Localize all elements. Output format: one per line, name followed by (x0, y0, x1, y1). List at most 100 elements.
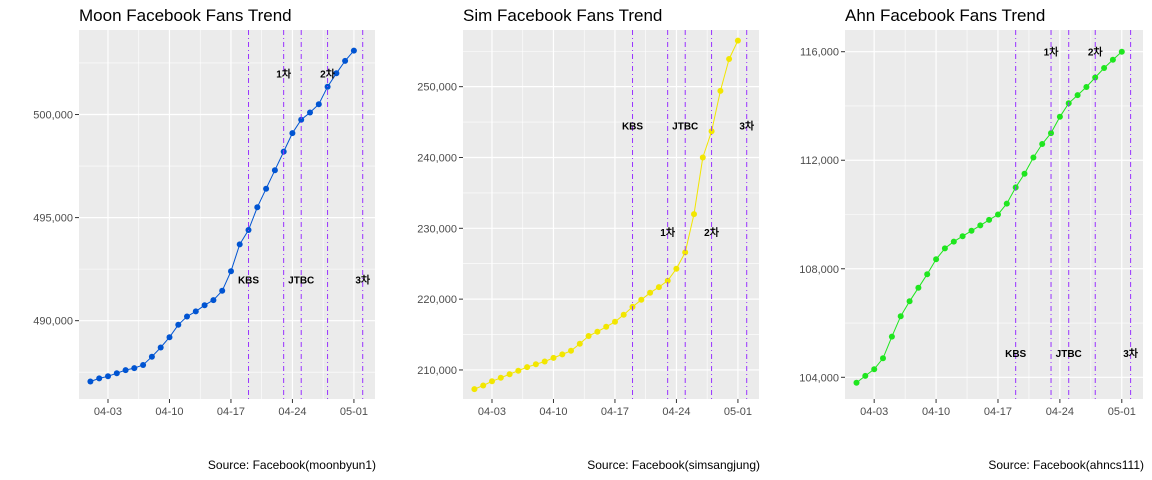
data-point (1039, 141, 1046, 147)
data-point (541, 358, 548, 365)
data-point (708, 128, 715, 135)
data-point (734, 37, 741, 44)
data-point (682, 249, 689, 256)
data-point (1092, 74, 1099, 81)
data-point (307, 109, 313, 116)
data-point (638, 296, 645, 303)
event-label: 2차 (704, 226, 720, 239)
event-label: 1차 (276, 67, 292, 80)
ahn-chart-panel: Ahn Facebook Fans Trend 104,000 108,000 11… (768, 0, 1152, 480)
event-label: 2차 (320, 67, 336, 80)
chart-caption: Source: Facebook(moonbyun1) (207, 458, 376, 472)
event-label: 3차 (739, 120, 755, 133)
data-point (87, 378, 94, 385)
data-point (726, 56, 733, 62)
data-point (585, 333, 592, 339)
chart-caption: Source: Facebook(ahncs111) (988, 458, 1144, 472)
data-point (612, 318, 618, 325)
x-tick-label: 04-10 (922, 406, 950, 418)
data-point (289, 130, 296, 137)
data-point (524, 364, 531, 371)
y-tick-label: 112,000 (800, 155, 839, 167)
event-label: KBS (622, 122, 643, 133)
ahn-chart-svg: 104,000 108,000 112,000 116,000 04-03 04-10 04… (799, 30, 1143, 418)
y-tick-label: 230,000 (417, 223, 457, 235)
data-point (236, 241, 243, 248)
moon-chart-svg: 490,000 495,000 500,000 04-03 04-10 04-17 04-2… (33, 30, 375, 418)
data-point (192, 308, 199, 315)
data-point (986, 216, 993, 223)
data-point (576, 340, 583, 347)
data-point (941, 245, 948, 252)
data-point (506, 371, 513, 378)
data-point (228, 268, 234, 275)
data-point (350, 47, 357, 54)
data-point (532, 361, 539, 368)
data-point (1003, 200, 1010, 207)
data-point (897, 313, 904, 320)
data-point (559, 351, 566, 358)
y-tick-label: 108,000 (799, 264, 839, 276)
data-point (977, 222, 984, 229)
data-point (254, 204, 261, 211)
data-point (717, 87, 724, 94)
y-tick-label: 210,000 (417, 365, 457, 377)
x-tick-label: 04-10 (539, 406, 567, 418)
x-tick-label: 04-03 (94, 406, 122, 418)
data-point (515, 367, 522, 374)
data-point (489, 378, 495, 385)
data-point (113, 370, 120, 377)
x-tick-label: 04-24 (1046, 406, 1074, 418)
data-point (1074, 92, 1081, 99)
data-point (210, 297, 217, 304)
data-point (122, 367, 129, 374)
event-label: 1차 (1044, 46, 1060, 59)
sim-chart-svg: 210,000 220,000 230,000 240,000 250,000 04-03… (417, 30, 759, 418)
data-point (1030, 154, 1037, 161)
data-point (497, 374, 504, 381)
data-point (568, 347, 574, 354)
x-tick-label: 04-10 (155, 406, 183, 418)
event-label: JTBC (288, 275, 314, 286)
data-point (1056, 113, 1063, 120)
data-point (959, 233, 966, 240)
data-point (699, 154, 706, 161)
x-tick-label: 04-17 (601, 406, 629, 418)
data-point (1021, 170, 1028, 177)
y-tick-label: 495,000 (33, 213, 73, 225)
chart-title: Sim Facebook Fans Trend (463, 6, 663, 25)
y-tick-label: 220,000 (417, 294, 457, 306)
data-point (131, 365, 138, 372)
data-point (263, 185, 270, 192)
data-point (480, 382, 487, 389)
data-point (673, 265, 680, 272)
data-point (333, 70, 340, 77)
chart-title: Ahn Facebook Fans Trend (845, 6, 1046, 25)
data-point (880, 355, 886, 362)
y-tick-label: 250,000 (417, 82, 457, 94)
data-point (105, 373, 111, 380)
x-tick-label: 04-03 (860, 406, 888, 418)
chart-caption: Source: Facebook(simsangjung) (587, 458, 760, 472)
sim-chart-panel: Sim Facebook Fans Trend 210,000 220,000 23… (384, 0, 768, 480)
data-point (1101, 65, 1108, 71)
x-tick-label: 04-24 (662, 406, 690, 418)
x-tick-label: 04-24 (278, 406, 306, 418)
y-tick-label: 490,000 (33, 316, 73, 328)
data-point (1048, 130, 1054, 137)
data-point (915, 284, 922, 291)
data-point (888, 333, 895, 340)
data-point (550, 354, 557, 361)
event-label: KBS (238, 275, 259, 286)
data-point (995, 211, 1001, 218)
event-label: KBS (1005, 349, 1026, 360)
data-point (968, 227, 975, 234)
data-point (157, 344, 164, 351)
moon-chart-panel: Moon Facebook Fans Trend 490,000 495,000 5… (0, 0, 384, 480)
data-point (906, 298, 913, 305)
data-point (96, 375, 103, 382)
data-point (271, 167, 278, 174)
data-point (1118, 48, 1125, 55)
x-tick-label: 05-01 (340, 406, 368, 418)
data-point (664, 277, 671, 284)
